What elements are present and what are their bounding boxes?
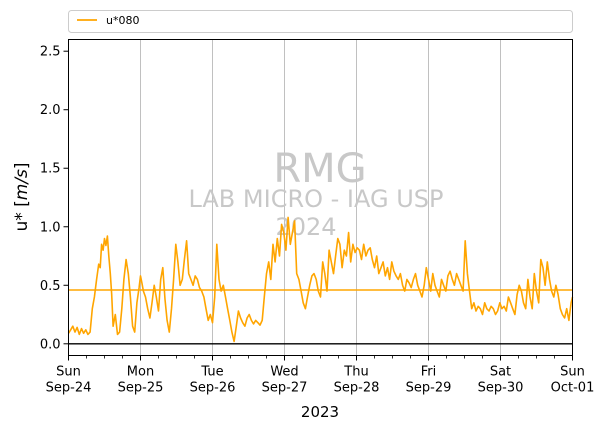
- y-tick-label: 1.5: [40, 162, 61, 177]
- x-tick-date: Sep-25: [118, 381, 164, 396]
- x-tick-day: Sun: [56, 365, 81, 380]
- x-tick-day: Thu: [343, 365, 368, 380]
- x-tick-day: Sun: [560, 365, 585, 380]
- x-gridlines: [140, 39, 501, 356]
- y-axis-title-unit: m/s: [12, 169, 32, 200]
- y-tick-label: 1.0: [40, 220, 61, 235]
- x-tick-date: Sep-30: [478, 381, 524, 396]
- plot-area: RMG LAB MICRO - IAG USP 2024: [67, 39, 574, 356]
- x-tick-date: Sep-24: [46, 381, 92, 396]
- x-tick-date: Sep-28: [334, 381, 380, 396]
- legend-box: [68, 10, 573, 33]
- legend-label: u*080: [106, 14, 139, 27]
- watermark: RMG LAB MICRO - IAG USP 2024: [188, 146, 443, 241]
- x-tick-date: Sep-29: [406, 381, 452, 396]
- y-tick-label: 2.5: [40, 45, 61, 60]
- x-tick-date: Sep-26: [190, 381, 236, 396]
- x-tick-day: Wed: [270, 365, 298, 380]
- y-tick-label: 0.5: [40, 279, 61, 294]
- watermark-year: 2024: [275, 213, 336, 241]
- y-axis-ticks: 0.0 0.5 1.0 1.5 2.0 2.5: [40, 45, 69, 352]
- x-tick-day: Sat: [490, 365, 511, 380]
- y-tick-label: 0.0: [40, 337, 61, 352]
- y-axis-title-close: ]: [12, 162, 32, 169]
- watermark-subtitle: LAB MICRO - IAG USP: [188, 185, 443, 213]
- x-axis-ticks: SunSep-24MonSep-25TueSep-26WedSep-27ThuS…: [46, 355, 595, 396]
- series-line-u080: [67, 216, 574, 343]
- y-tick-label: 2.0: [40, 103, 61, 118]
- x-tick-day: Tue: [200, 365, 223, 380]
- x-axis-title: 2023: [301, 403, 339, 421]
- x-tick-day: Mon: [127, 365, 154, 380]
- x-tick-day: Fri: [421, 365, 437, 380]
- y-axis-title-base: u* [: [12, 200, 32, 231]
- legend: u*080: [68, 10, 573, 33]
- x-tick-date: Oct-01: [551, 381, 595, 396]
- x-tick-date: Sep-27: [262, 381, 308, 396]
- watermark-title: RMG: [273, 146, 366, 192]
- y-axis-title: u* [m/s]: [12, 162, 32, 231]
